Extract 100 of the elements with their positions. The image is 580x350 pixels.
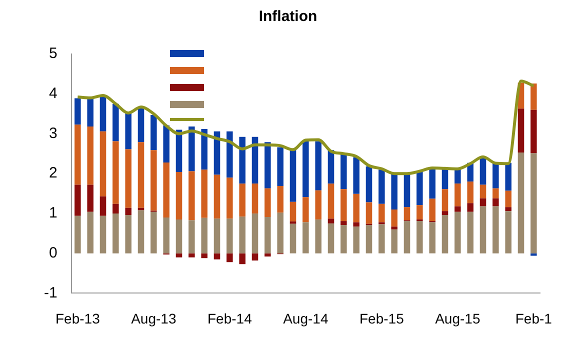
bar — [328, 223, 334, 254]
bar — [302, 222, 309, 254]
y-tick-label: -1 — [44, 284, 58, 302]
bar — [480, 198, 486, 206]
bar — [264, 217, 271, 254]
bar — [530, 84, 537, 110]
bar — [454, 206, 461, 212]
bar — [353, 194, 360, 222]
bar — [492, 206, 499, 254]
bar — [252, 253, 258, 261]
y-tick-label: 0 — [48, 244, 58, 262]
bar — [530, 110, 537, 154]
bar — [442, 215, 448, 254]
bar — [353, 157, 360, 194]
bar — [429, 168, 436, 199]
bar — [480, 184, 486, 198]
bar — [214, 174, 220, 219]
bar — [214, 253, 220, 260]
bar — [74, 98, 81, 125]
y-tick-label: 3 — [48, 124, 58, 142]
bar — [391, 209, 398, 227]
bar — [163, 125, 170, 162]
bar — [378, 224, 385, 254]
bar — [125, 149, 132, 208]
x-tick-label: Feb-14 — [207, 310, 252, 326]
bar — [150, 114, 157, 150]
bar — [226, 253, 233, 262]
bar — [505, 190, 512, 208]
bar — [188, 220, 195, 254]
bar — [176, 219, 182, 254]
bar — [442, 211, 448, 216]
bar — [125, 208, 132, 216]
bar — [315, 190, 322, 220]
bar — [429, 198, 436, 222]
y-tick-label: 5 — [48, 45, 58, 62]
bar — [252, 213, 258, 254]
chart-title: Inflation — [258, 8, 318, 26]
bar — [340, 225, 347, 254]
bar — [366, 202, 372, 224]
bar — [492, 162, 499, 188]
bar — [74, 184, 81, 216]
bar — [163, 162, 170, 218]
bar — [530, 153, 537, 254]
line-series — [76, 80, 536, 176]
bar — [74, 216, 81, 254]
bar — [226, 218, 233, 254]
bar — [176, 172, 182, 220]
bar — [188, 253, 195, 258]
bar — [518, 152, 524, 254]
y-tick-label: 4 — [48, 85, 58, 102]
bar — [112, 204, 119, 214]
bar — [87, 98, 94, 127]
bar — [328, 184, 334, 219]
bar — [340, 189, 347, 222]
bar — [480, 157, 486, 185]
bar — [505, 211, 512, 254]
bar — [87, 212, 94, 254]
bar — [138, 210, 144, 254]
bar — [239, 216, 246, 254]
bar — [239, 184, 246, 217]
bar — [315, 219, 322, 254]
bar — [252, 184, 258, 214]
bar — [264, 188, 271, 218]
bar — [505, 207, 512, 212]
bar — [467, 203, 474, 212]
bar — [391, 173, 398, 210]
bar — [315, 141, 322, 190]
y-tick-label: 1 — [48, 204, 58, 222]
bar — [340, 221, 347, 226]
bar — [138, 208, 144, 210]
bar — [290, 202, 296, 222]
bar — [454, 184, 461, 206]
bar — [226, 131, 233, 178]
bar — [277, 147, 284, 186]
bar — [429, 222, 436, 254]
bar — [125, 113, 132, 150]
bar — [480, 206, 486, 254]
bar — [87, 184, 94, 212]
bar — [74, 124, 81, 185]
bar — [391, 229, 398, 254]
bar — [454, 168, 461, 184]
bar — [176, 253, 182, 258]
bar — [518, 108, 524, 152]
x-tick-label: Aug-13 — [131, 310, 176, 326]
bar — [302, 140, 309, 198]
bar — [163, 217, 170, 254]
bar — [112, 104, 119, 142]
x-tick-label: Aug-14 — [283, 310, 328, 326]
bar — [277, 186, 284, 213]
bar — [404, 207, 410, 220]
bar — [290, 224, 296, 254]
bar — [340, 154, 347, 190]
bar — [138, 142, 144, 208]
bar — [188, 126, 195, 172]
bar — [112, 213, 119, 254]
bar — [100, 131, 106, 196]
bar — [290, 150, 296, 202]
bar — [404, 173, 410, 208]
bar — [100, 196, 106, 216]
bar — [302, 197, 309, 222]
